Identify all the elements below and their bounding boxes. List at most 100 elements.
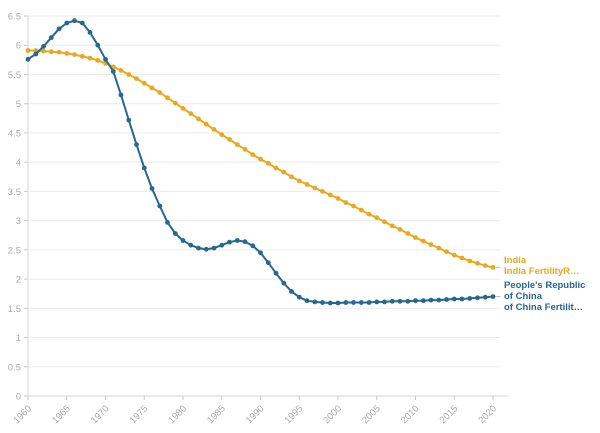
data-point-india [141, 80, 147, 86]
data-point-china [172, 231, 178, 236]
data-point-china [33, 51, 39, 57]
data-point-china [250, 243, 256, 249]
data-point-india [118, 68, 124, 73]
x-tick-label: 1995 [283, 403, 306, 426]
data-point-china [343, 300, 349, 305]
data-point-china [420, 298, 426, 304]
data-point-india [227, 137, 232, 142]
data-point-india [405, 231, 411, 236]
x-tick-label: 2000 [321, 403, 344, 426]
data-point-india [95, 58, 101, 63]
data-point-china [444, 297, 449, 302]
y-tick-label: 5.5 [8, 70, 21, 81]
x-tick-label: 2020 [476, 403, 499, 426]
data-point-china [95, 42, 101, 48]
data-point-china [351, 300, 356, 305]
series-label-india-line-2: India FertilityR… [504, 266, 580, 277]
data-point-china [227, 239, 232, 245]
data-point-china [211, 245, 217, 251]
data-point-china [490, 294, 496, 299]
data-point-india [296, 178, 302, 184]
data-point-india [320, 189, 325, 194]
data-point-india [211, 126, 217, 132]
data-point-china [374, 299, 380, 305]
data-point-india [289, 174, 294, 180]
data-point-india [459, 255, 465, 261]
data-point-china [312, 299, 318, 305]
data-point-india [265, 160, 271, 166]
data-point-india [126, 72, 132, 77]
data-point-india [420, 238, 426, 244]
y-tick-label: 6 [16, 41, 21, 52]
data-point-india [48, 49, 54, 55]
data-point-china [289, 289, 294, 294]
data-point-india [366, 211, 372, 217]
series-label-china-line-2: of China [504, 291, 542, 302]
data-point-china [149, 186, 155, 191]
data-point-india [219, 132, 225, 138]
data-point-china [188, 242, 194, 248]
data-point-china [203, 246, 209, 252]
data-point-china [382, 299, 387, 305]
data-point-china [56, 26, 62, 32]
data-point-china [110, 69, 116, 74]
data-point-china [335, 300, 341, 306]
data-point-india [436, 245, 442, 251]
data-point-india [444, 249, 449, 255]
y-tick-label: 4.5 [8, 128, 21, 139]
data-point-india [413, 235, 418, 241]
data-point-china [265, 260, 271, 266]
x-tick-label: 1980 [166, 403, 189, 426]
y-tick-label: 5 [16, 99, 21, 110]
data-point-india [41, 48, 46, 54]
data-point-india [79, 53, 85, 59]
data-point-china [358, 300, 364, 305]
x-tick-label: 1990 [244, 403, 267, 426]
series-label-china-line-3: of China Fertilit… [504, 302, 584, 313]
data-point-china [304, 298, 310, 304]
data-point-china [219, 242, 225, 248]
data-point-india [358, 207, 364, 213]
data-point-china [413, 298, 418, 304]
data-point-india [87, 55, 93, 61]
data-point-china [451, 296, 457, 302]
data-point-china [25, 56, 31, 62]
y-tick-label: 2.5 [8, 245, 21, 256]
x-tick-label: 2005 [360, 403, 383, 426]
data-point-india [203, 121, 209, 127]
data-point-china [41, 44, 46, 49]
y-tick-label: 1 [16, 333, 21, 344]
data-point-india [428, 242, 434, 248]
data-point-china [234, 238, 240, 243]
data-point-india [188, 111, 194, 116]
data-point-india [490, 265, 496, 270]
data-point-india [327, 192, 333, 198]
data-point-china [157, 203, 163, 209]
data-point-china [103, 56, 108, 62]
data-point-india [382, 219, 387, 225]
data-point-india [196, 116, 201, 122]
data-point-india [482, 263, 488, 268]
data-point-india [25, 48, 31, 53]
x-tick-label: 1970 [89, 403, 112, 426]
data-point-china [48, 35, 54, 40]
data-point-china [327, 300, 333, 306]
data-point-india [389, 223, 395, 229]
data-point-india [475, 260, 480, 266]
data-point-china [196, 245, 201, 251]
data-point-china [366, 300, 372, 305]
series-label-india-line-1: India [504, 255, 527, 266]
data-point-china [126, 117, 132, 123]
data-point-china [436, 297, 442, 303]
series-label-china[interactable]: People's Republic of China of China Fert… [504, 280, 585, 313]
y-tick-label: 0.5 [8, 362, 21, 373]
x-tick-label: 2010 [399, 403, 422, 426]
data-point-india [374, 215, 380, 221]
series-label-india[interactable]: India India FertilityR… [504, 255, 579, 277]
data-point-india [258, 156, 263, 162]
data-point-india [281, 169, 287, 175]
x-tick-label: 1985 [205, 403, 228, 426]
data-point-india [451, 252, 457, 258]
y-tick-label: 3.5 [8, 187, 21, 198]
